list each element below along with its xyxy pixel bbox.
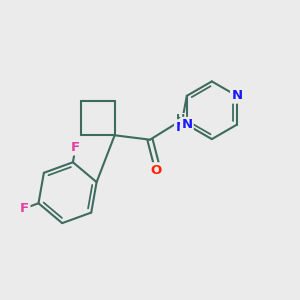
Text: O: O [151, 164, 162, 176]
Text: N: N [176, 121, 187, 134]
Text: F: F [20, 202, 29, 215]
Text: F: F [71, 141, 80, 154]
Text: H: H [176, 114, 185, 124]
Text: N: N [181, 118, 192, 131]
Text: N: N [231, 89, 242, 102]
